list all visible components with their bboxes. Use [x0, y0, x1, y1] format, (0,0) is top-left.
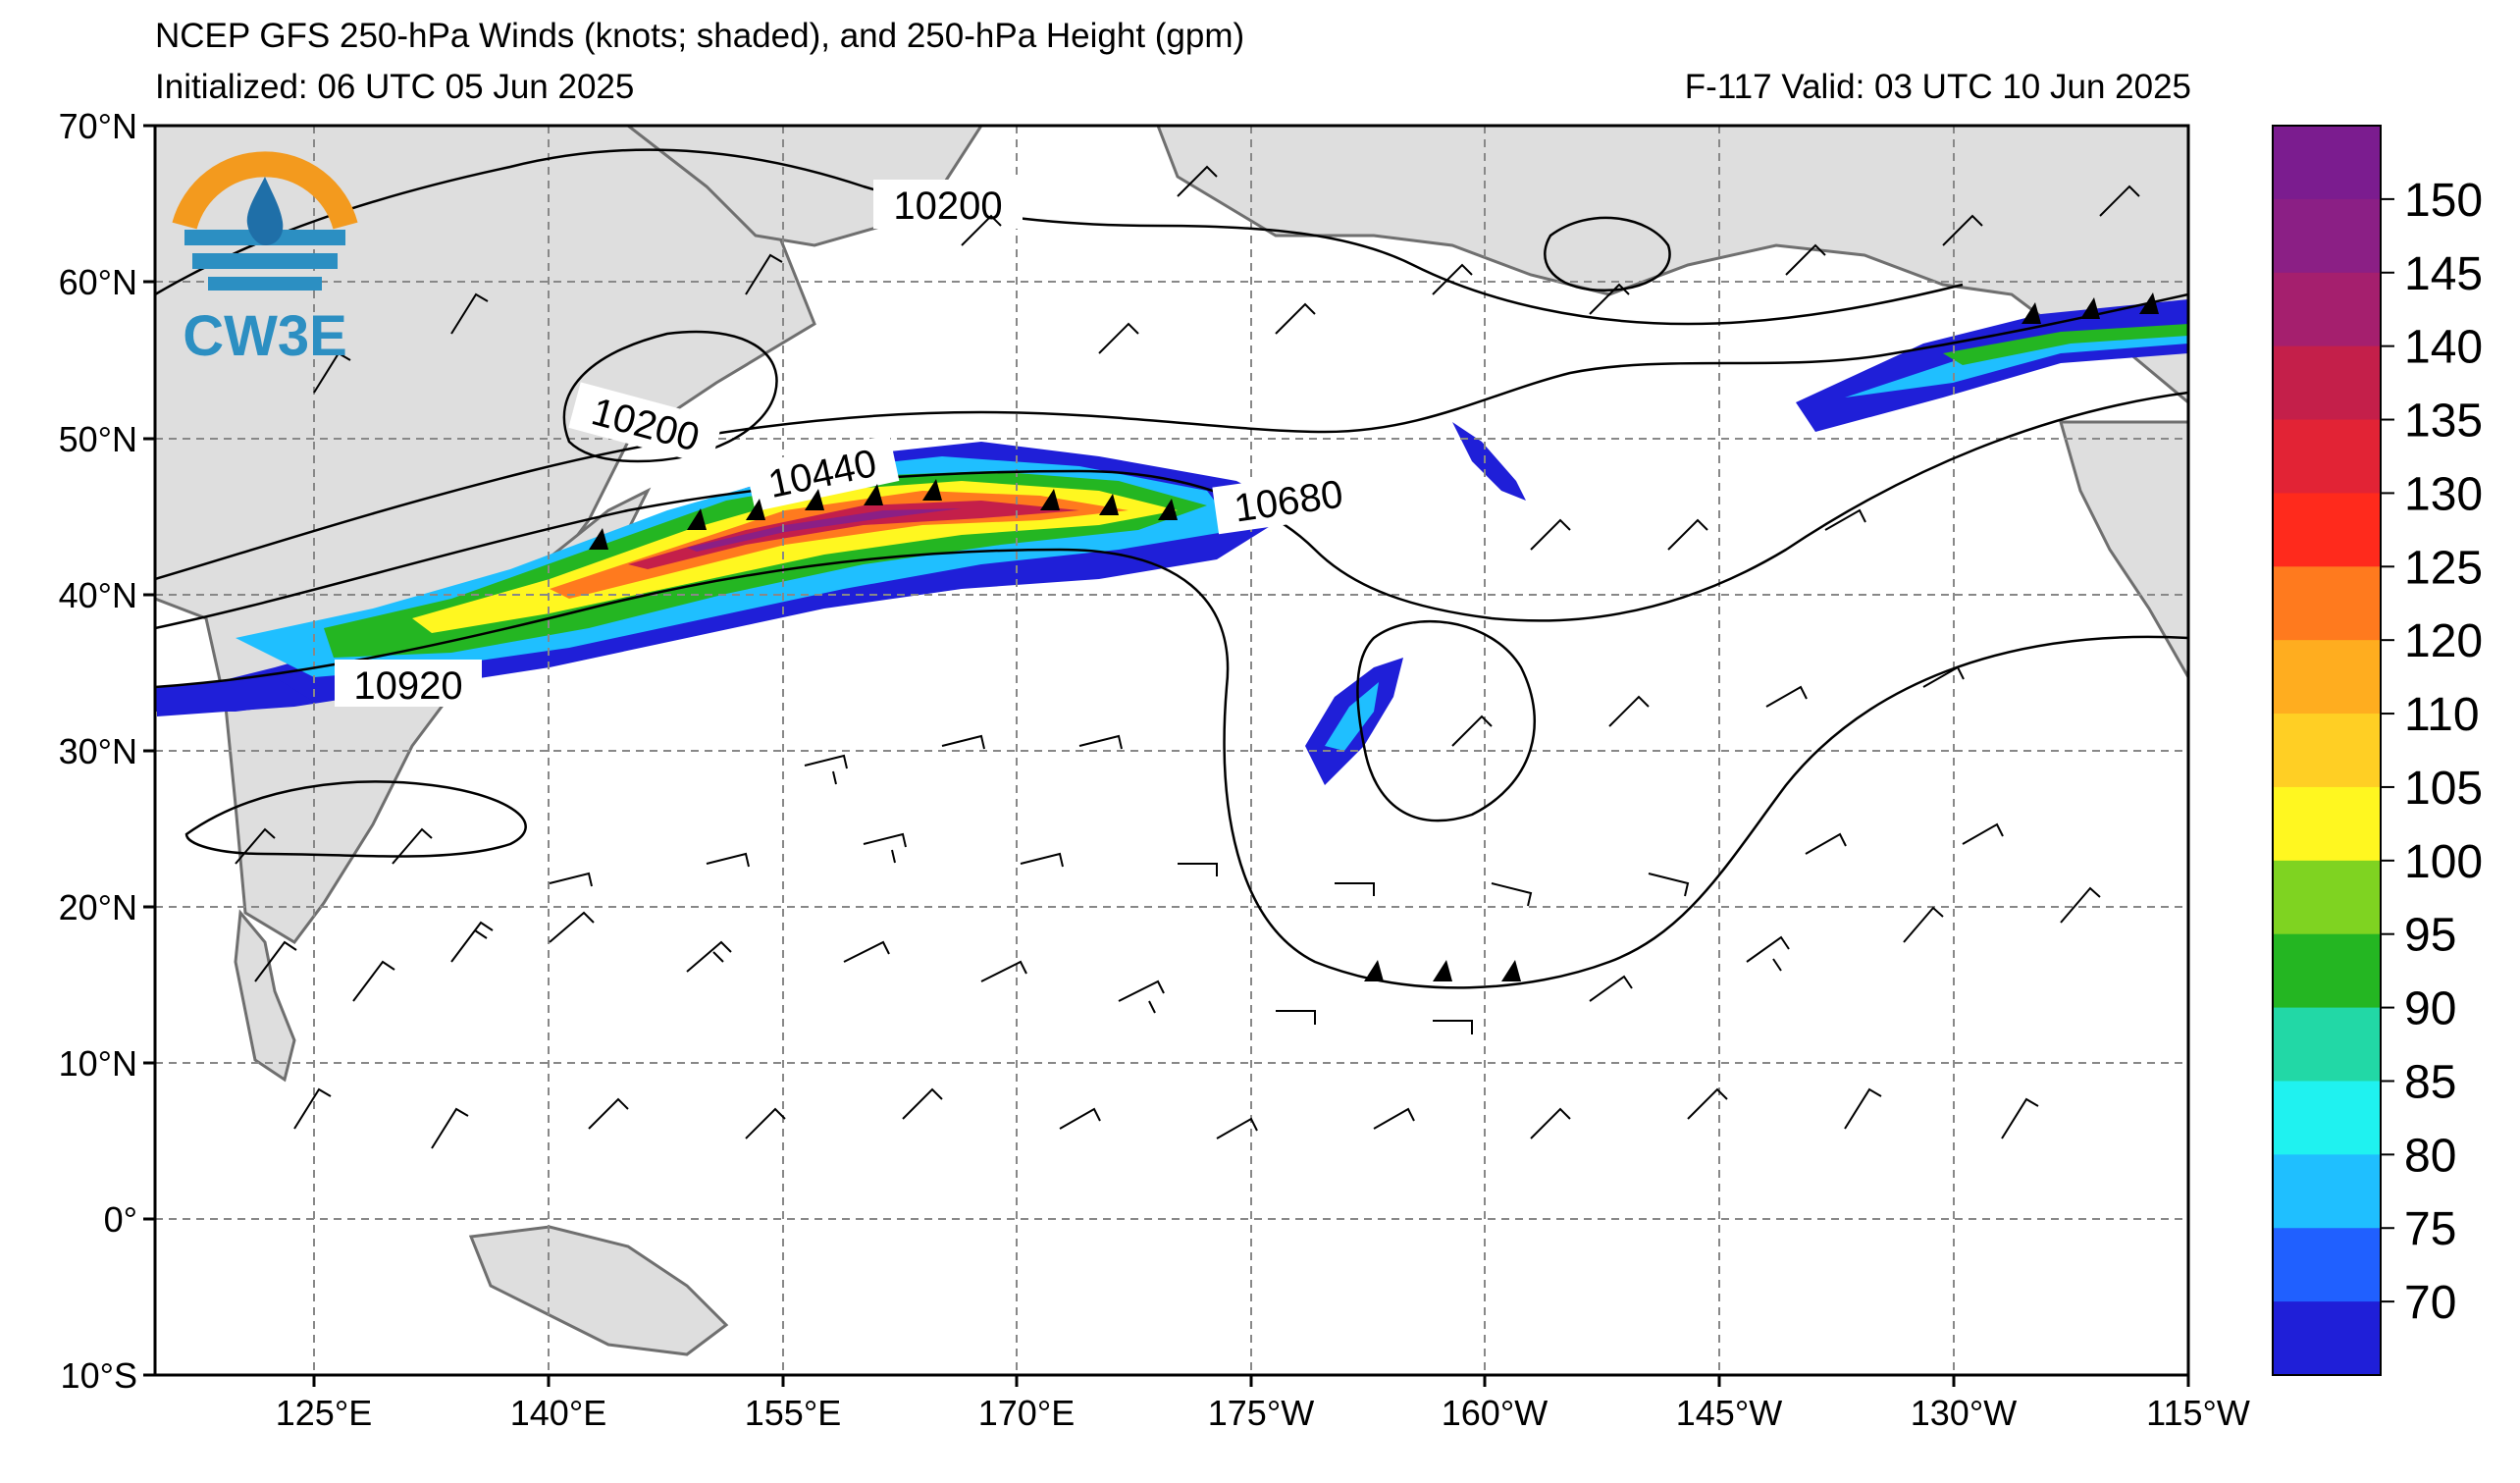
colorbar-tick-label: 90 — [2404, 983, 2456, 1035]
lat-label-60n: 60°N — [59, 262, 137, 302]
lat-label-40n: 40°N — [59, 575, 137, 615]
contour-10200-north — [155, 148, 1964, 326]
lat-label-70n: 70°N — [59, 106, 137, 146]
lat-label-10s: 10°S — [61, 1355, 137, 1396]
jet-band-135 — [628, 501, 1079, 569]
contour-label-10200-a: 10200 — [893, 185, 1002, 228]
lat-label-30n: 30°N — [59, 731, 137, 771]
colorbar-block — [2273, 1154, 2381, 1229]
contour-label-boxes — [335, 180, 1365, 707]
colorbar-block — [2273, 640, 2381, 715]
colorbar-block — [2273, 933, 2381, 1009]
colorbar-tick-label: 110 — [2404, 689, 2480, 741]
lon-label-115w: 115°W — [2146, 1393, 2250, 1433]
graticule — [155, 126, 2188, 1375]
colorbar-block — [2273, 1081, 2381, 1155]
colorbar-block — [2273, 714, 2381, 788]
lon-label-170e: 170°E — [978, 1393, 1075, 1433]
colorbar-block — [2273, 1228, 2381, 1302]
lon-label-155e: 155°E — [745, 1393, 841, 1433]
colorbar-block — [2273, 860, 2381, 935]
colorbar-block — [2273, 419, 2381, 494]
colorbar-tick-label: 100 — [2404, 836, 2483, 888]
contour-label-10920: 10920 — [353, 664, 462, 708]
colorbar-tick-label: 145 — [2404, 248, 2483, 300]
jet-west-tail — [155, 677, 314, 712]
logo-drop-icon — [246, 177, 284, 245]
contour-10920 — [155, 548, 2188, 989]
lon-label-145w: 145°W — [1676, 1393, 1782, 1433]
jet-east-green — [1943, 324, 2188, 365]
lat-label-50n: 50°N — [59, 419, 137, 459]
colorbar-tick-label: 70 — [2404, 1277, 2456, 1329]
contour-east-low — [1544, 216, 1671, 291]
height-contours — [155, 148, 2188, 989]
lon-label-140e: 140°E — [510, 1393, 606, 1433]
colorbar-tick-label: 140 — [2404, 322, 2483, 374]
jet-east-cyan — [1845, 329, 2188, 397]
colorbar-block — [2273, 345, 2381, 421]
contour-10920-inner — [1356, 619, 1536, 822]
wind-barbs — [235, 165, 2140, 1149]
land-philippines — [234, 909, 296, 1083]
colorbar-frame — [2272, 125, 2382, 1376]
lon-label-175w: 175°W — [1208, 1393, 1314, 1433]
lat-label-0: 0° — [104, 1199, 137, 1240]
lon-label-160w: 160°W — [1442, 1393, 1548, 1433]
colorbar-block — [2273, 198, 2381, 274]
contour-10200-low — [562, 330, 778, 463]
colorbar-tick-label: 80 — [2404, 1130, 2456, 1182]
colorbar-tick-label: 125 — [2404, 542, 2483, 594]
colorbar-tick-label: 95 — [2404, 910, 2456, 962]
land-north-america — [2059, 420, 2188, 681]
wind-pennants — [589, 292, 2159, 981]
colorbar-tick-label: 120 — [2404, 615, 2483, 667]
colorbar-tick-label: 135 — [2404, 396, 2483, 448]
colorbar-block — [2273, 1301, 2381, 1376]
colorbar-block — [2273, 272, 2381, 347]
colorbar: 150 145 140 135 130 125 120 110 105 100 95 90 85 80 75… — [2272, 125, 2483, 1376]
cw3e-logo: CW3E — [172, 151, 358, 368]
colorbar-block — [2273, 786, 2381, 862]
colorbar-tick-label: 130 — [2404, 468, 2483, 520]
jet-pocket-north — [1452, 422, 1526, 501]
init-time: Initialized: 06 UTC 05 Jun 2025 — [155, 68, 635, 106]
colorbar-tick-label: 150 — [2404, 175, 2483, 227]
contour-10440 — [155, 292, 2188, 581]
lon-label-130w: 130°W — [1911, 1393, 2017, 1433]
lon-label-125e: 125°E — [276, 1393, 372, 1433]
valid-time: F-117 Valid: 03 UTC 10 Jun 2025 — [1684, 68, 2191, 106]
contour-10680 — [155, 391, 2188, 630]
colorbar-block — [2273, 493, 2381, 567]
land-new-guinea — [468, 1225, 729, 1356]
jet-pocket-midpacific-inner — [1325, 682, 1379, 751]
contour-subtropical-west — [184, 780, 527, 858]
lat-label-10n: 10°N — [59, 1043, 137, 1084]
colorbar-tick-label: 75 — [2404, 1203, 2456, 1255]
colorbar-block — [2273, 1007, 2381, 1082]
map-title: NCEP GFS 250-hPa Winds (knots; shaded), … — [155, 17, 1245, 55]
logo-text: CW3E — [183, 304, 347, 368]
colorbar-block — [2273, 566, 2381, 641]
logo-sun-arc — [172, 151, 358, 230]
colorbar-tick-label: 105 — [2404, 763, 2483, 815]
jet-band-145 — [687, 508, 962, 552]
logo-wave-icon — [184, 230, 345, 291]
colorbar-tick-label: 85 — [2404, 1056, 2456, 1108]
colorbar-block — [2273, 126, 2381, 200]
lat-label-20n: 20°N — [59, 887, 137, 927]
